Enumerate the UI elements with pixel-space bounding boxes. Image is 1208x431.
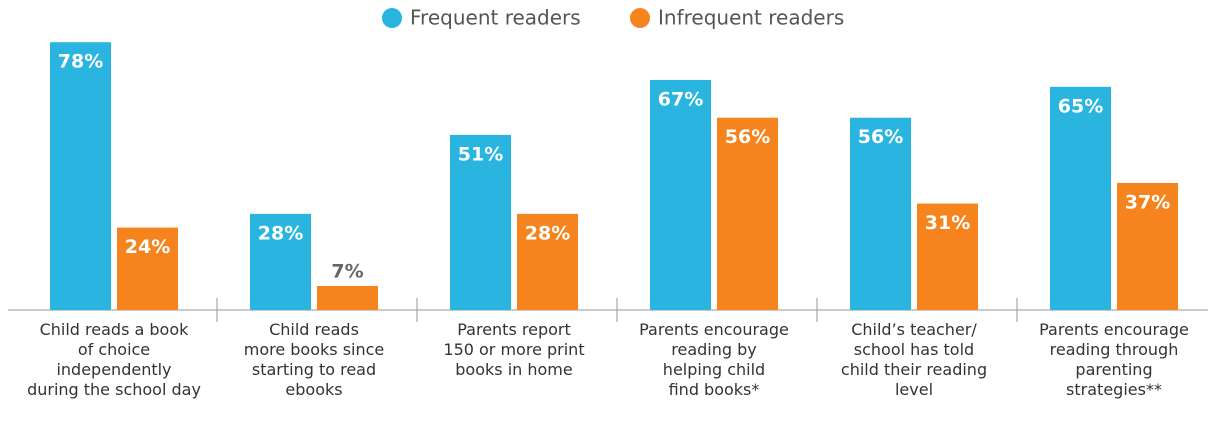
- value-label: 78%: [58, 51, 103, 73]
- bar: [250, 213, 311, 310]
- value-label: 37%: [1125, 191, 1170, 213]
- x-tick-label: Parents report 150 or more print books i…: [443, 320, 585, 379]
- bar: [317, 285, 378, 310]
- x-tick-label: Child’s teacher/ school has told child t…: [840, 320, 988, 399]
- value-label: 28%: [525, 222, 570, 244]
- value-label: 31%: [925, 212, 970, 234]
- value-label: 24%: [125, 236, 170, 258]
- bar: [450, 134, 511, 310]
- value-label: 56%: [858, 126, 903, 148]
- value-label: 67%: [658, 88, 703, 110]
- bar: [50, 42, 111, 310]
- value-label: 28%: [258, 222, 303, 244]
- legend-swatch: [382, 8, 402, 28]
- x-tick-label: Parents encourage reading by helping chi…: [639, 320, 789, 399]
- bar: [1117, 182, 1178, 310]
- legend-label: Frequent readers: [410, 6, 581, 30]
- bar: [717, 117, 778, 310]
- bar: [517, 213, 578, 310]
- value-label: 65%: [1058, 95, 1103, 117]
- x-tick-label: Parents encourage reading through parent…: [1039, 320, 1189, 399]
- bar: [1050, 86, 1111, 310]
- bar: [850, 117, 911, 310]
- value-label: 7%: [331, 260, 363, 282]
- value-label: 51%: [458, 143, 503, 165]
- legend-swatch: [630, 8, 650, 28]
- bar: [917, 203, 978, 310]
- value-label: 56%: [725, 126, 770, 148]
- x-tick-label: Child reads more books since starting to…: [243, 320, 385, 399]
- bar: [117, 227, 178, 310]
- legend-label: Infrequent readers: [658, 6, 844, 30]
- x-tick-label: Child reads a book of choice independent…: [27, 320, 201, 399]
- bar: [650, 79, 711, 310]
